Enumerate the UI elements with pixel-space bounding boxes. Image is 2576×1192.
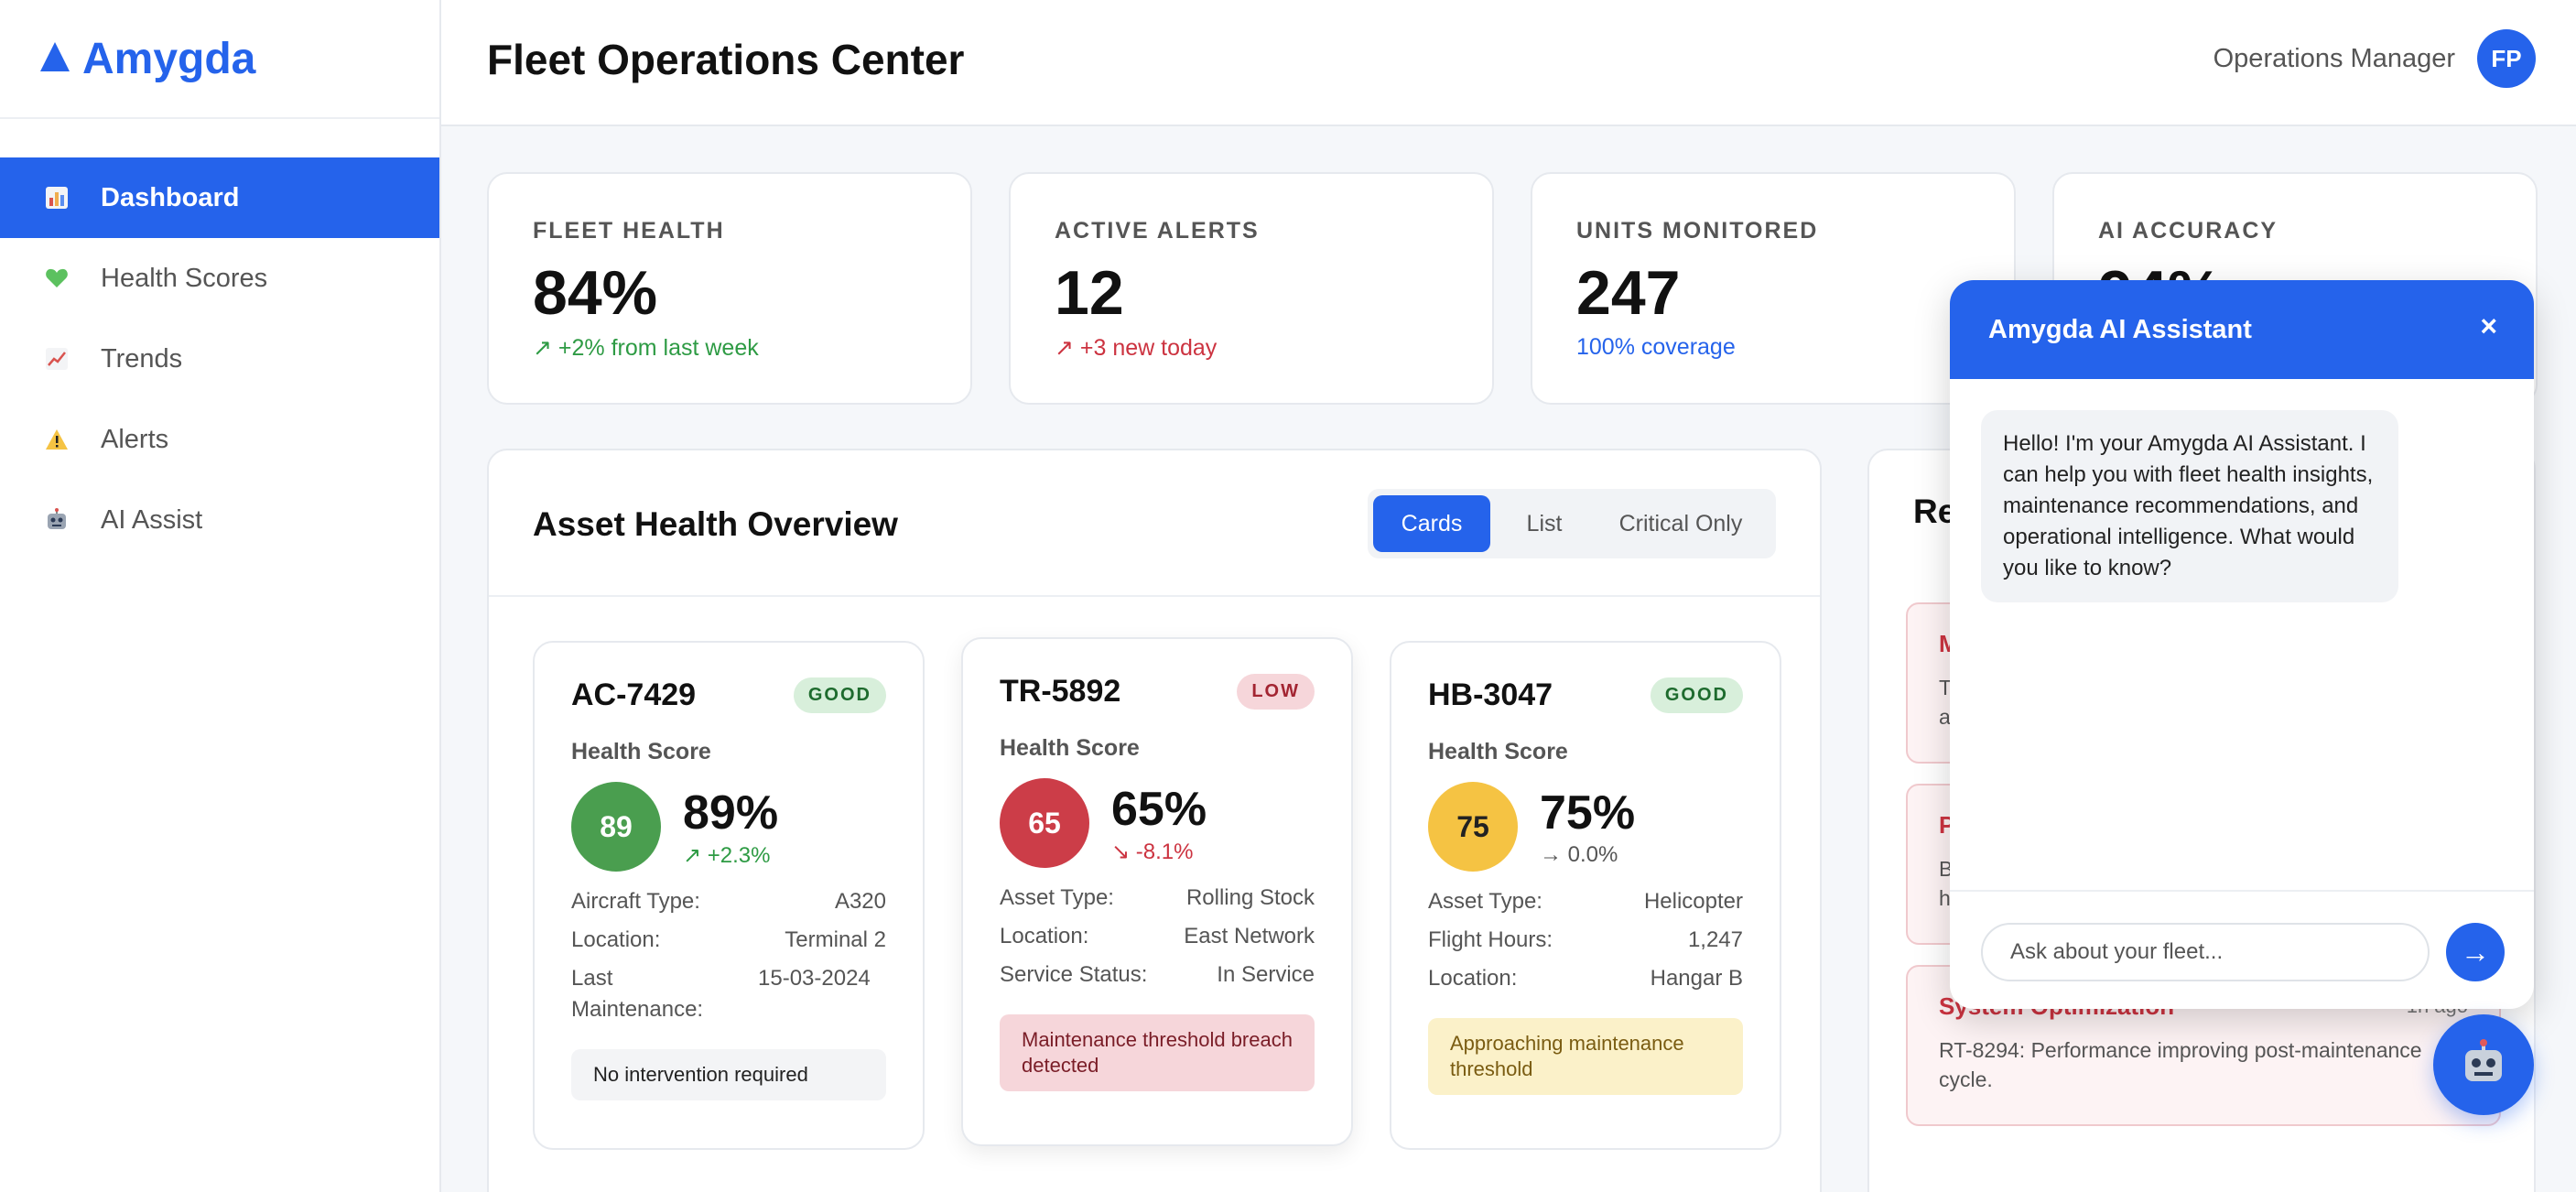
chat-input[interactable] (1981, 923, 2430, 981)
asset-field: Asset Type: Rolling Stock (1000, 885, 1315, 910)
asset-field: Service Status: In Service (1000, 962, 1315, 987)
insight-body: RT-8294: Performance improving post-main… (1939, 1038, 2422, 1091)
user-role: Operations Manager (2213, 44, 2455, 73)
stat-value: 247 (1576, 258, 1681, 328)
sidebar-item-label: Alerts (101, 424, 169, 454)
asset-id: TR-5892 (1000, 674, 1121, 709)
asset-field: Last Maintenance: 15-03-2024 (571, 966, 871, 1022)
asset-field: Location: East Network (1000, 924, 1315, 948)
health-score-label: Health Score (1428, 739, 1568, 764)
score-circle: 65 (1000, 778, 1089, 868)
stat-value: 12 (1055, 258, 1124, 328)
stat-label: FLEET HEALTH (533, 218, 725, 244)
view-cards-button[interactable]: Cards (1373, 495, 1490, 552)
health-percent: 65% (1111, 782, 1207, 836)
warning-icon (44, 427, 70, 452)
sidebar-item-dashboard[interactable]: Dashboard (0, 157, 439, 238)
view-list-button[interactable]: List (1526, 510, 1563, 536)
overview-header: Asset Health Overview Cards List Critica… (489, 450, 1820, 597)
stat-card-units-monitored: UNITS MONITORED 247 100% coverage (1531, 172, 2016, 405)
sidebar-item-label: Health Scores (101, 263, 268, 293)
asset-id: AC-7429 (571, 677, 697, 712)
health-score-label: Health Score (571, 739, 711, 764)
bar-chart-icon (44, 185, 70, 211)
send-button[interactable]: → (2446, 923, 2505, 981)
sidebar-item-trends[interactable]: Trends (0, 319, 439, 399)
asset-warning-note: Approaching maintenance threshold (1428, 1018, 1743, 1095)
sidebar-item-health-scores[interactable]: Health Scores (0, 238, 439, 319)
asset-field: Location: Terminal 2 (571, 927, 886, 952)
view-toggle: Cards List Critical Only (1368, 489, 1776, 558)
assistant-message: Hello! I'm your Amygda AI Assistant. I c… (1981, 410, 2398, 602)
sidebar: Amygda Dashboard Health Scores Trends Al… (0, 0, 441, 1192)
insight-body: B h (1939, 857, 1954, 910)
asset-id: HB-3047 (1428, 677, 1553, 712)
status-badge: LOW (1237, 674, 1315, 710)
brand-name: Amygda (82, 34, 256, 83)
stat-label: AI ACCURACY (2098, 218, 2278, 244)
ai-chat-panel: Amygda AI Assistant × Hello! I'm your Am… (1950, 280, 2534, 1009)
score-circle: 75 (1428, 782, 1518, 872)
asset-note: No intervention required (571, 1049, 886, 1100)
sidebar-item-label: AI Assist (101, 504, 203, 535)
avatar[interactable]: FP (2477, 29, 2536, 88)
stat-label: ACTIVE ALERTS (1055, 218, 1260, 244)
chat-title: Amygda AI Assistant (1988, 315, 2252, 344)
robot-icon (2460, 1038, 2507, 1091)
insight-body: T a (1939, 676, 1953, 729)
green-heart-icon (44, 265, 70, 291)
sidebar-item-ai-assist[interactable]: AI Assist (0, 480, 439, 560)
triangle-logo-icon (40, 42, 70, 71)
stat-card-active-alerts: ACTIVE ALERTS 12 ↗ +3 new today (1009, 172, 1494, 405)
stat-trend: ↗ +2% from last week (533, 335, 759, 361)
sidebar-item-alerts[interactable]: Alerts (0, 399, 439, 480)
sidebar-nav: Dashboard Health Scores Trends Alerts AI… (0, 157, 439, 560)
health-percent: 75% (1540, 786, 1636, 840)
brand-logo[interactable]: Amygda (0, 0, 439, 119)
asset-health-overview: Asset Health Overview Cards List Critica… (487, 449, 1822, 1192)
asset-card[interactable]: HB-3047 GOOD Health Score 75 75% → 0.0% … (1390, 641, 1781, 1150)
sidebar-item-label: Trends (101, 343, 183, 374)
health-score-label: Health Score (1000, 735, 1140, 761)
ai-assistant-fab[interactable] (2433, 1014, 2534, 1115)
top-header: Fleet Operations Center Operations Manag… (441, 0, 2576, 126)
overview-title: Asset Health Overview (533, 505, 898, 543)
asset-field: Aircraft Type: A320 (571, 889, 886, 914)
close-icon[interactable]: × (2480, 309, 2497, 342)
view-critical-only-button[interactable]: Critical Only (1618, 510, 1743, 536)
asset-alert-note: Maintenance threshold breach detected (1000, 1014, 1315, 1091)
chat-footer: → (1950, 890, 2534, 1009)
score-circle: 89 (571, 782, 661, 872)
status-badge: GOOD (793, 677, 886, 713)
health-delta: ↗ +2.3% (683, 842, 771, 868)
asset-field: Location: Hangar B (1428, 966, 1743, 991)
chat-header: Amygda AI Assistant × (1950, 280, 2534, 379)
recent-title: Re (1913, 493, 1957, 530)
asset-field: Asset Type: Helicopter (1428, 889, 1743, 914)
health-percent: 89% (683, 786, 779, 840)
health-delta: ↘ -8.1% (1111, 839, 1194, 864)
health-delta: → 0.0% (1540, 842, 1618, 867)
stat-value: 84% (533, 258, 658, 328)
asset-card[interactable]: AC-7429 GOOD Health Score 89 89% ↗ +2.3%… (533, 641, 925, 1150)
asset-card[interactable]: TR-5892 LOW Health Score 65 65% ↘ -8.1% … (961, 637, 1353, 1146)
robot-icon (44, 507, 70, 533)
asset-field: Flight Hours: 1,247 (1428, 927, 1743, 952)
stat-coverage: 100% coverage (1576, 334, 1736, 360)
stat-trend: ↗ +3 new today (1055, 335, 1218, 361)
page-title: Fleet Operations Center (487, 36, 965, 83)
stat-card-fleet-health: FLEET HEALTH 84% ↗ +2% from last week (487, 172, 972, 405)
stat-label: UNITS MONITORED (1576, 218, 1819, 244)
trend-chart-icon (44, 346, 70, 372)
status-badge: GOOD (1650, 677, 1743, 713)
sidebar-item-label: Dashboard (101, 182, 240, 212)
